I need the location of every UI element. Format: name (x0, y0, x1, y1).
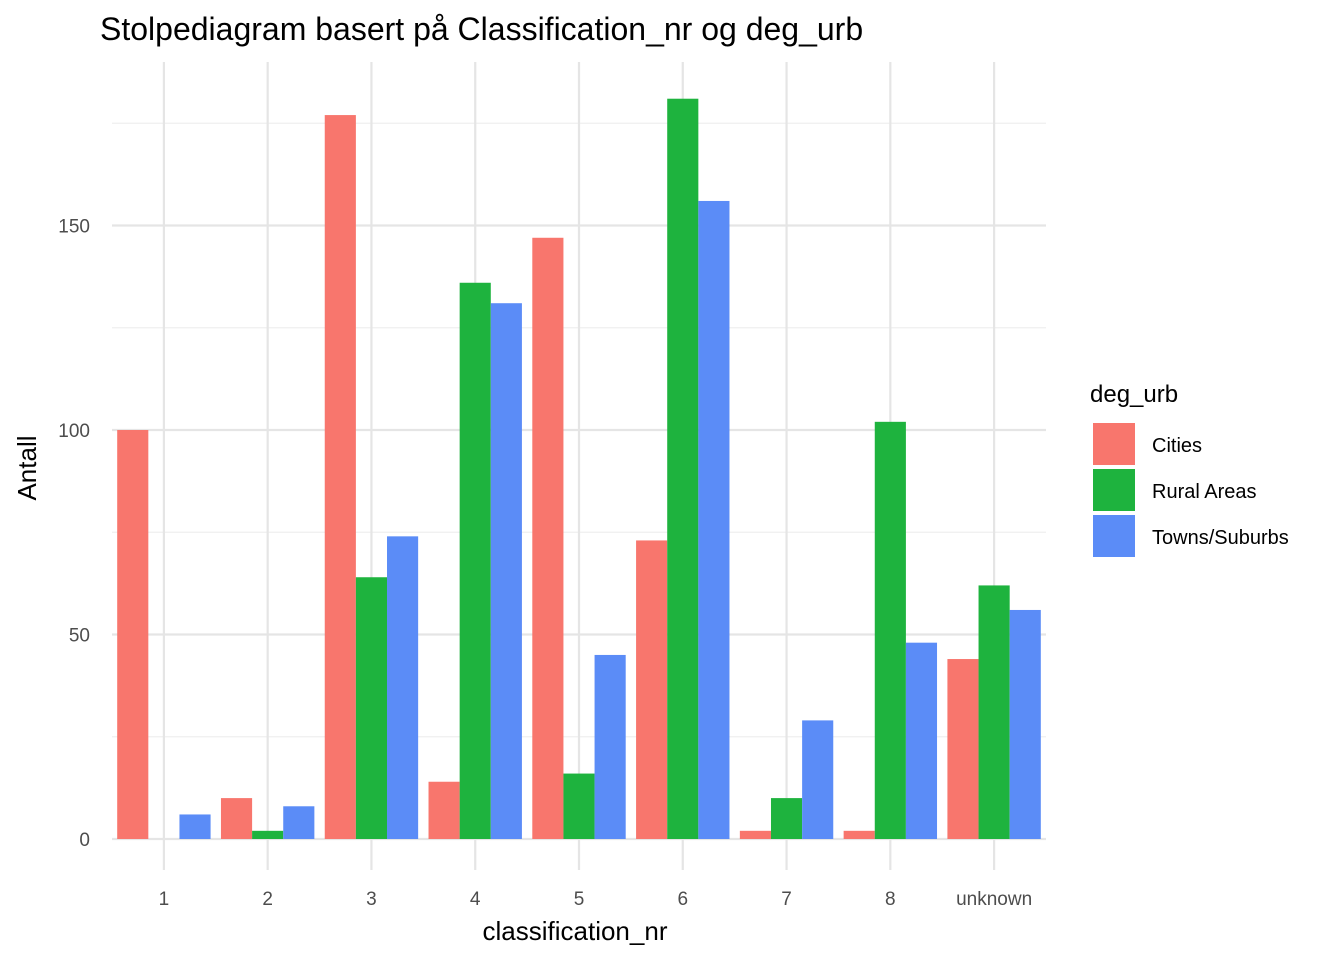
chart-title: Stolpediagram basert på Classification_n… (100, 11, 863, 47)
bar-towns-suburbs-5 (594, 654, 626, 839)
bar-cities-2 (220, 798, 253, 839)
x-tick-label: 4 (470, 889, 481, 910)
bar-towns-suburbs-3 (387, 536, 419, 839)
x-tick-label: 7 (781, 889, 792, 910)
bar-rural-areas-3 (355, 577, 388, 839)
bar-rural-areas-4 (459, 282, 491, 839)
bar-towns-suburbs-6 (698, 200, 730, 839)
x-tick-label: unknown (956, 889, 1032, 910)
y-axis-ticks: 0 50 100 150 (58, 217, 90, 852)
legend-items: Cities Rural Areas Towns/Suburbs (1093, 423, 1289, 557)
legend-key (1093, 469, 1135, 511)
bar-cities-4 (428, 781, 460, 839)
y-tick-label: 100 (58, 421, 90, 442)
y-tick-label: 0 (79, 830, 90, 851)
bar-rural-areas-2 (252, 830, 284, 839)
bar-towns-suburbs-7 (802, 720, 834, 839)
bar-towns-suburbs-4 (490, 303, 522, 840)
bar-cities-1 (117, 430, 149, 839)
legend-key (1093, 423, 1135, 465)
legend-title: deg_urb (1090, 381, 1178, 408)
bar-towns-suburbs-8 (905, 642, 938, 839)
legend-key (1093, 515, 1135, 557)
x-axis-title: classification_nr (483, 916, 668, 946)
legend-label: Cities (1152, 435, 1202, 457)
bar-rural-areas-7 (770, 798, 803, 839)
bar-towns-suburbs-1 (179, 814, 211, 839)
legend: deg_urb Cities Rural Areas Towns/Suburbs (1090, 381, 1289, 557)
bar-rural-areas-unknown (978, 585, 1010, 839)
x-tick-label: 6 (677, 889, 688, 910)
y-axis-title: Antall (12, 435, 42, 500)
x-tick-label: 8 (885, 889, 896, 910)
bar-cities-7 (739, 830, 771, 839)
bar-rural-areas-8 (874, 421, 906, 839)
bar-cities-5 (532, 237, 564, 839)
bar-cities-unknown (947, 659, 979, 839)
legend-label: Rural Areas (1152, 481, 1257, 503)
bar-cities-3 (324, 115, 356, 839)
x-tick-label: 1 (159, 889, 170, 910)
y-tick-label: 150 (58, 217, 90, 238)
x-tick-label: 2 (262, 889, 273, 910)
bars (117, 98, 1041, 840)
legend-label: Towns/Suburbs (1152, 527, 1289, 549)
bar-cities-8 (843, 830, 875, 839)
bar-towns-suburbs-unknown (1009, 609, 1041, 839)
x-tick-label: 3 (366, 889, 377, 910)
x-tick-label: 5 (574, 889, 585, 910)
bar-rural-areas-5 (563, 773, 595, 839)
y-tick-label: 50 (69, 626, 90, 647)
bar-rural-areas-6 (667, 98, 699, 839)
bar-cities-6 (636, 540, 668, 839)
x-axis-ticks: 1 2 3 4 5 6 7 8 unknown (159, 889, 1033, 910)
bar-towns-suburbs-2 (283, 806, 315, 839)
